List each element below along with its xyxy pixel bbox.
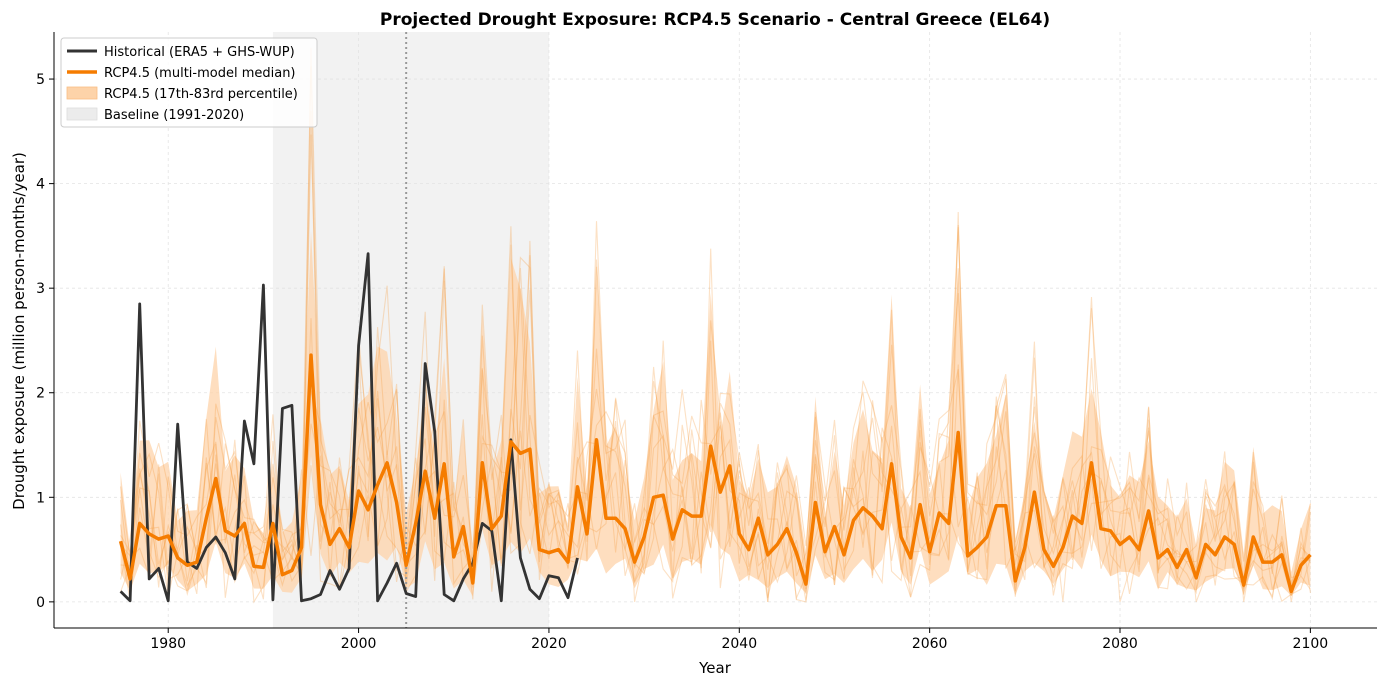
x-tick-label: 2100 <box>1293 636 1329 652</box>
legend-label-historical: Historical (ERA5 + GHS-WUP) <box>104 45 295 60</box>
median-series-line <box>118 353 1312 594</box>
ensemble-member-line <box>120 227 1311 602</box>
x-axis-label: Year <box>698 659 732 677</box>
ensemble-member-line <box>120 248 1311 603</box>
x-tick-label: 2000 <box>341 636 377 652</box>
legend-frame <box>60 37 318 128</box>
y-tick-label: 4 <box>36 177 45 193</box>
y-tick-label: 5 <box>36 72 45 88</box>
chart-title: Projected Drought Exposure: RCP4.5 Scena… <box>380 10 1050 30</box>
y-tick-label: 2 <box>36 386 45 402</box>
ensemble-member-line <box>120 134 1311 603</box>
x-tick-label: 2040 <box>721 636 757 652</box>
y-axis-label: Drought exposure (million person-months/… <box>10 152 28 510</box>
legend-label-baseline: Baseline (1991-2020) <box>104 108 244 123</box>
ensemble-member-line <box>120 66 1311 601</box>
ensemble-member-line <box>120 256 1311 604</box>
legend: Historical (ERA5 + GHS-WUP) RCP4.5 (mult… <box>60 37 318 128</box>
legend-label-median: RCP4.5 (multi-model median) <box>104 66 296 81</box>
y-tick-label: 0 <box>36 595 45 611</box>
x-tick-label: 2020 <box>531 636 567 652</box>
legend-swatch-percentile <box>66 86 98 100</box>
ensemble-member-line <box>120 47 1311 603</box>
y-tick-label: 3 <box>36 281 45 297</box>
y-tick-label: 1 <box>36 490 45 506</box>
x-tick-label: 1980 <box>150 636 186 652</box>
legend-label-percentile: RCP4.5 (17th-83rd percentile) <box>104 87 298 102</box>
historical-series-line <box>119 252 579 603</box>
x-tick-label: 2080 <box>1102 636 1138 652</box>
legend-swatch-baseline <box>66 107 98 121</box>
x-tick-label: 2060 <box>912 636 948 652</box>
